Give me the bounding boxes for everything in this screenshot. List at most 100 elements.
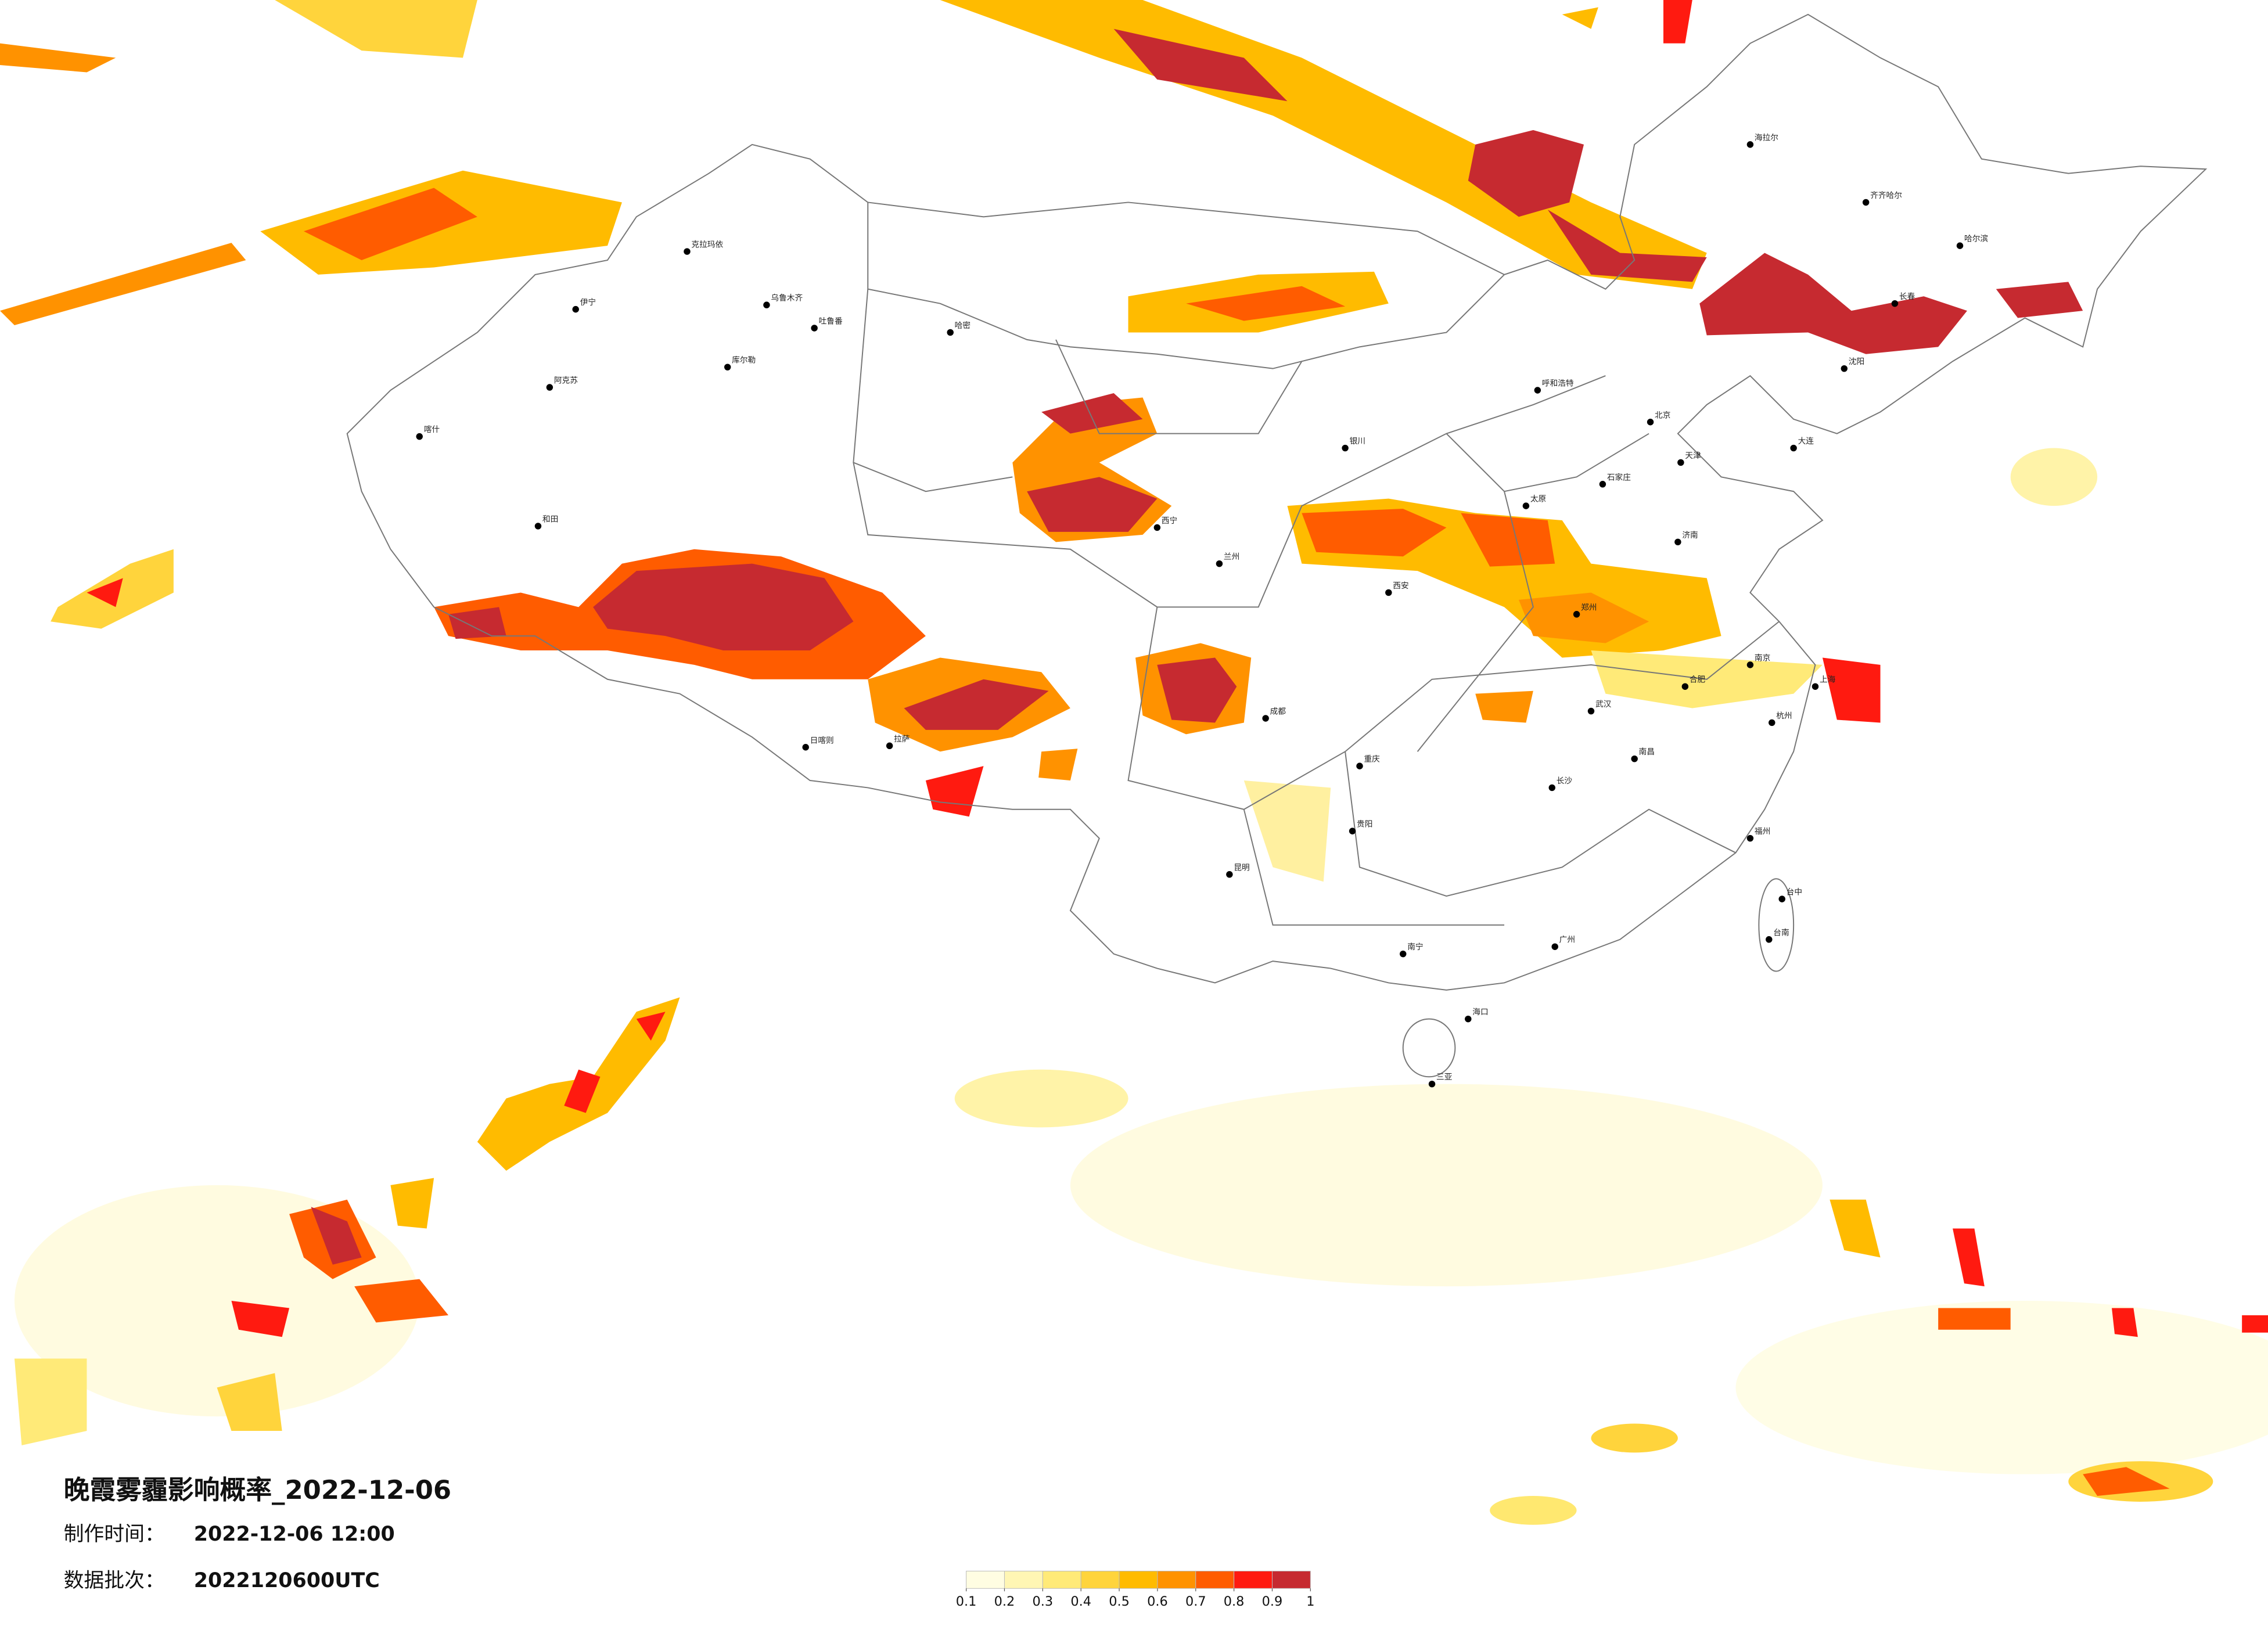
city-dot bbox=[1599, 481, 1606, 488]
city-label: 长沙 bbox=[1557, 776, 1573, 786]
city-label: 南京 bbox=[1755, 653, 1770, 663]
city-dot bbox=[1262, 715, 1269, 722]
city-dot bbox=[1647, 419, 1654, 426]
city-dot bbox=[1631, 755, 1638, 762]
city-dot bbox=[1746, 834, 1754, 842]
city-label: 兰州 bbox=[1224, 552, 1239, 562]
city-label: 贵阳 bbox=[1357, 820, 1372, 829]
city-label: 成都 bbox=[1270, 707, 1286, 717]
city-dot bbox=[1153, 524, 1161, 531]
city-dot bbox=[684, 248, 691, 255]
colorbar-swatch bbox=[966, 1570, 1005, 1589]
city-label: 银川 bbox=[1350, 437, 1365, 446]
city-label: 台南 bbox=[1773, 928, 1789, 937]
city-dot bbox=[1216, 560, 1223, 567]
city-dot bbox=[1891, 300, 1899, 307]
city-label: 杭州 bbox=[1776, 711, 1792, 721]
city-dot bbox=[1573, 611, 1580, 618]
city-label: 喀什 bbox=[424, 425, 440, 434]
colorbar-swatch bbox=[1080, 1570, 1120, 1589]
city-label: 济南 bbox=[1682, 531, 1698, 540]
haze-layer bbox=[0, 0, 2268, 1525]
city-dot bbox=[1766, 936, 1773, 943]
city-label: 西安 bbox=[1393, 581, 1408, 591]
colorbar-swatch bbox=[1157, 1570, 1196, 1589]
city-dot bbox=[1342, 444, 1349, 452]
map-title: 晚霞雾霾影响概率_2022-12-06 bbox=[64, 1474, 452, 1505]
city-label: 日喀则 bbox=[810, 736, 834, 745]
city-label: 南宁 bbox=[1407, 942, 1423, 952]
city-label: 哈密 bbox=[955, 321, 971, 330]
city-label: 克拉玛依 bbox=[691, 240, 723, 250]
city-label: 广州 bbox=[1559, 936, 1575, 945]
city-label: 重庆 bbox=[1364, 755, 1380, 764]
city-label: 南昌 bbox=[1639, 747, 1655, 757]
city-dot bbox=[1428, 1080, 1436, 1088]
city-label: 福州 bbox=[1755, 827, 1770, 836]
city-label: 三亚 bbox=[1436, 1073, 1453, 1082]
city-dot bbox=[1841, 365, 1848, 372]
info-label: 制作时间： bbox=[64, 1523, 165, 1546]
city-label: 台中 bbox=[1787, 888, 1802, 897]
province-borders bbox=[853, 289, 1780, 926]
colorbar-swatch bbox=[1042, 1570, 1081, 1589]
city-dot bbox=[1349, 828, 1356, 834]
city-label: 天津 bbox=[1685, 451, 1701, 461]
info-value: 2022-12-06 12:00 bbox=[194, 1523, 395, 1546]
city-dot bbox=[1862, 199, 1870, 206]
city-dot bbox=[1769, 719, 1775, 726]
colorbar-swatch bbox=[1004, 1570, 1043, 1589]
city-label: 石家庄 bbox=[1607, 472, 1631, 482]
city-label: 吐鲁番 bbox=[819, 317, 843, 326]
colorbar-tick-label: 0.5 bbox=[1109, 1594, 1130, 1609]
city-label: 拉萨 bbox=[894, 735, 910, 744]
city-label: 上海 bbox=[1820, 675, 1836, 685]
city-dot bbox=[1385, 589, 1392, 596]
colorbar-tick-label: 1 bbox=[1306, 1594, 1314, 1609]
city-dot bbox=[534, 523, 542, 530]
city-label: 西宁 bbox=[1162, 516, 1177, 526]
borders bbox=[346, 13, 2208, 1078]
colorbar-tick-label: 0.9 bbox=[1262, 1594, 1283, 1609]
city-label: 北京 bbox=[1655, 411, 1670, 420]
city-label: 武汉 bbox=[1595, 700, 1612, 709]
city-dot bbox=[1226, 871, 1233, 878]
city-label: 昆明 bbox=[1234, 863, 1249, 872]
city-dot bbox=[1956, 242, 1964, 249]
colorbar-tick-label: 0.2 bbox=[994, 1594, 1015, 1609]
city-dot bbox=[1356, 762, 1363, 769]
colorbar-swatch bbox=[1119, 1570, 1158, 1589]
city-dot bbox=[1399, 950, 1407, 958]
city-dot bbox=[1522, 502, 1530, 509]
colorbar-swatch bbox=[1234, 1570, 1273, 1589]
city-label: 合肥 bbox=[1690, 675, 1706, 685]
city-label: 沈阳 bbox=[1849, 357, 1864, 366]
city-label: 太原 bbox=[1530, 495, 1546, 504]
city-dot bbox=[1811, 683, 1819, 690]
city-dot bbox=[1746, 661, 1754, 668]
city-dot bbox=[886, 742, 893, 749]
colorbar-tick-label: 0.4 bbox=[1070, 1594, 1091, 1609]
city-dot bbox=[811, 325, 818, 332]
china-border bbox=[346, 13, 2208, 991]
city-dot bbox=[1790, 444, 1797, 452]
colorbar: 0.1 0.2 0.3 0.4 0.5 0.6 0.7 0.8 0.9 1 bbox=[956, 1570, 1314, 1609]
city-label: 乌鲁木齐 bbox=[771, 294, 803, 303]
info-value: 2022120600UTC bbox=[194, 1569, 380, 1592]
city-dot bbox=[1674, 538, 1681, 546]
colorbar-tick-label: 0.3 bbox=[1033, 1594, 1054, 1609]
city-dot bbox=[1534, 387, 1541, 394]
city-dot bbox=[1677, 459, 1684, 466]
city-label: 呼和浩特 bbox=[1542, 379, 1574, 388]
city-label: 库尔勒 bbox=[732, 356, 756, 365]
colorbar-swatch bbox=[1195, 1570, 1235, 1589]
city-dot bbox=[947, 329, 954, 336]
city-label: 海口 bbox=[1472, 1008, 1488, 1017]
mongolia-border bbox=[868, 202, 1505, 275]
city-dot bbox=[1746, 141, 1754, 148]
city-dot bbox=[802, 744, 809, 751]
colorbar-tick-label: 0.7 bbox=[1185, 1594, 1206, 1609]
